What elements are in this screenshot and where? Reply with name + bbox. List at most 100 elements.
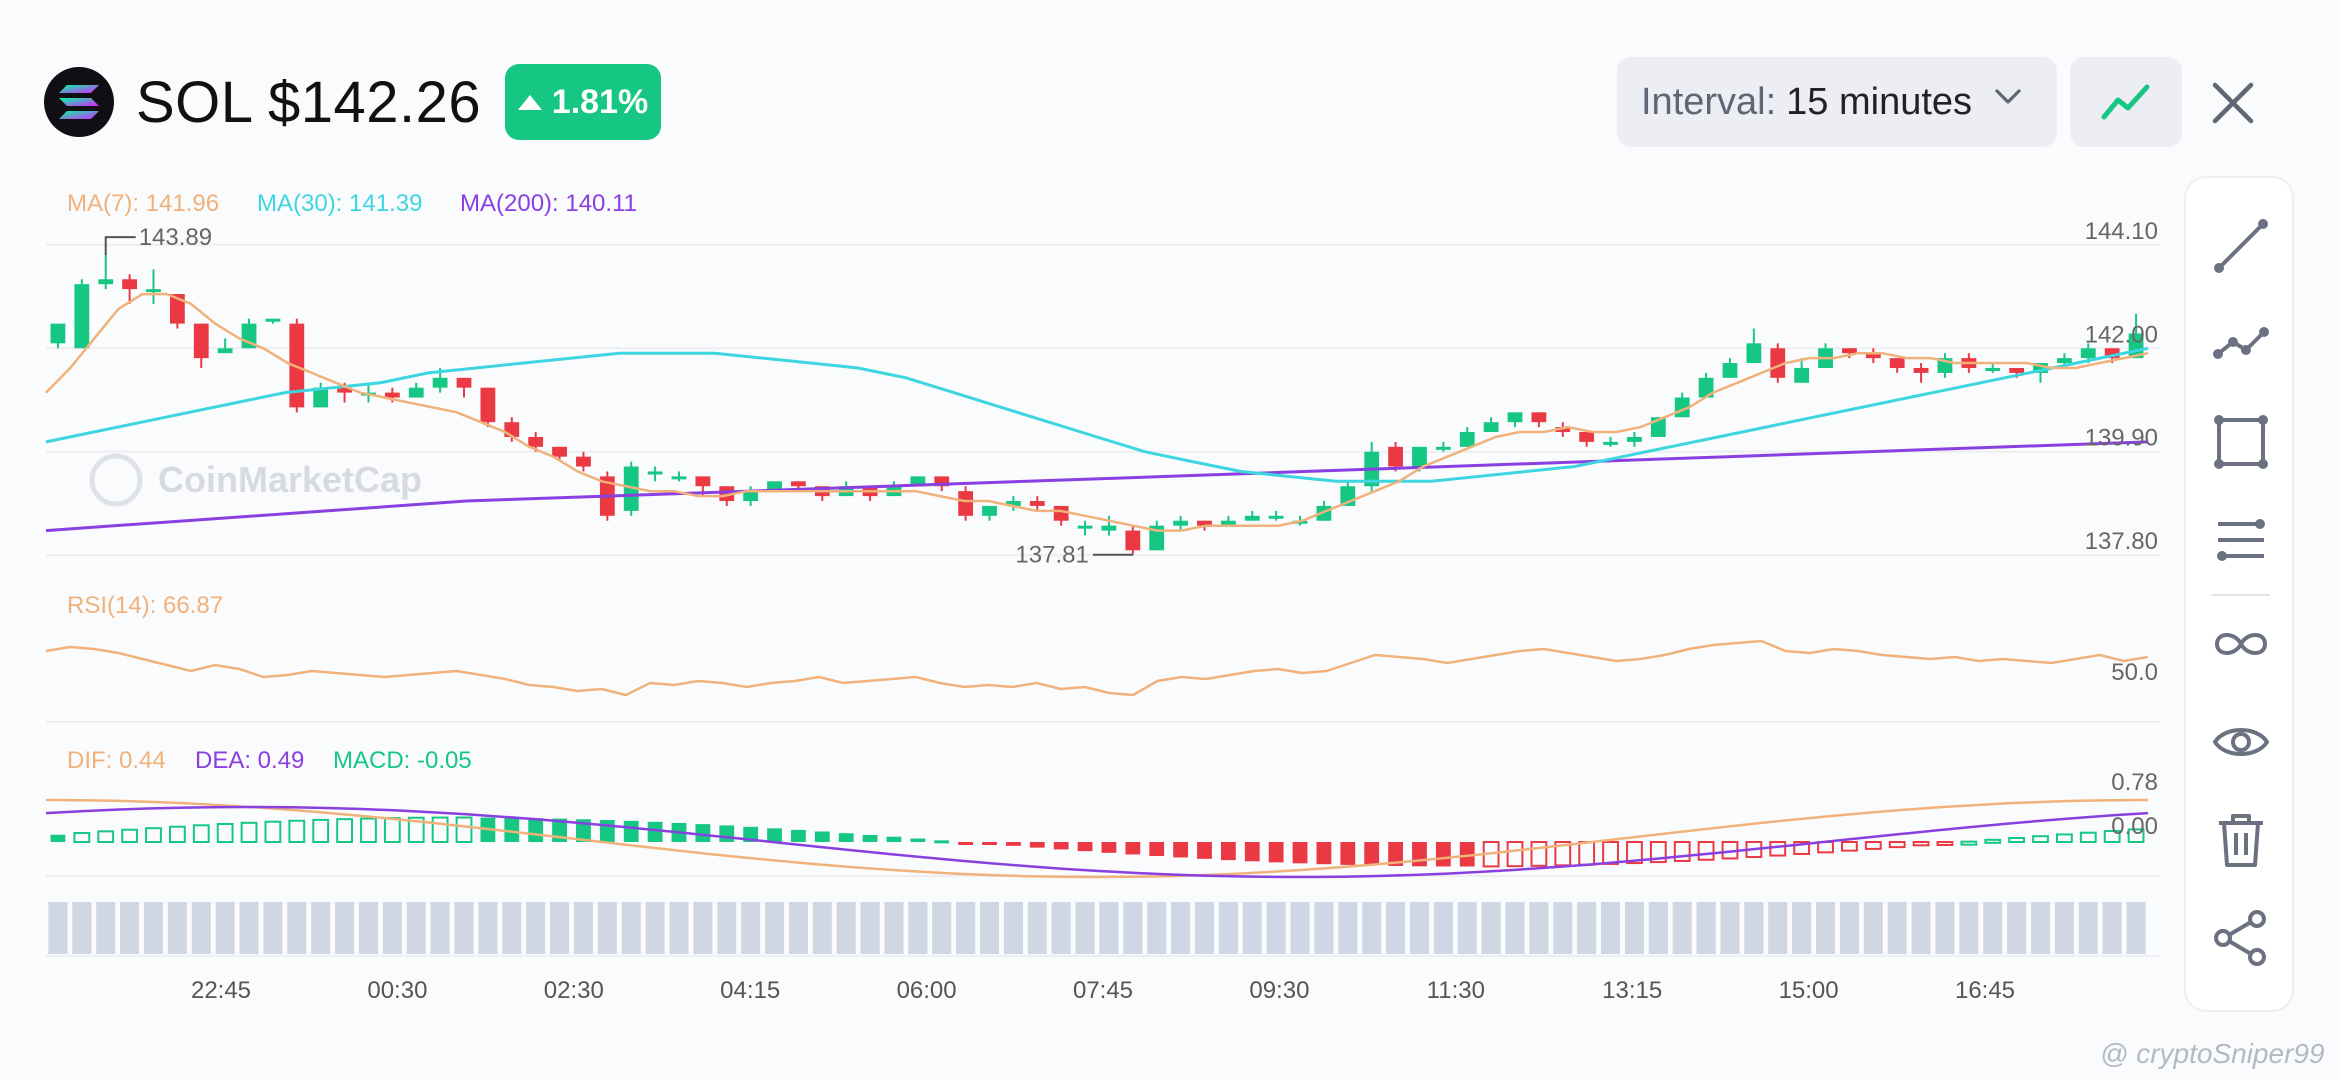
candle-body <box>456 377 472 388</box>
chart-area[interactable]: CoinMarketCap 143.89 137.81 144.10 142.00 139… <box>0 170 2180 1030</box>
volume-bar <box>143 902 164 954</box>
candle-body <box>1722 363 1738 378</box>
volume-bar <box>1194 902 1215 954</box>
parallel-lines-button[interactable] <box>2203 502 2279 578</box>
delete-drawings-button[interactable] <box>2203 802 2279 878</box>
volume-bar <box>812 902 832 954</box>
candle-body <box>1197 520 1212 526</box>
macd-histogram-bar <box>1888 841 1906 849</box>
volume-bar <box>96 902 116 954</box>
visibility-toggle-button[interactable] <box>2203 704 2279 780</box>
ma200-legend: MA(200): 140.11 <box>460 190 637 217</box>
candle-body <box>146 289 161 293</box>
toolbar-divider <box>2212 594 2270 596</box>
macd-axis-label: 0.00 <box>2111 813 2158 840</box>
solana-logo-icon <box>44 67 114 137</box>
time-axis-label: 09:30 <box>1249 977 1309 1004</box>
macd-histogram-bar <box>862 834 878 842</box>
candle-body <box>432 377 448 388</box>
candle-body <box>1053 505 1069 521</box>
volume-bar <box>72 902 92 954</box>
macd-histogram-bar <box>814 831 830 842</box>
candle-body <box>1913 367 1929 373</box>
candle-body <box>1531 412 1547 423</box>
macd-histogram-bar <box>1459 842 1475 867</box>
share-button[interactable] <box>2203 900 2279 976</box>
macd-histogram-bar <box>2079 831 2097 844</box>
interval-dropdown[interactable]: Interval: 15 minutes <box>1617 57 2057 147</box>
macd-histogram-bar <box>312 818 330 843</box>
volume-bar <box>263 902 283 954</box>
volume-bar <box>2054 902 2074 954</box>
rectangle-button[interactable] <box>2203 404 2279 480</box>
volume-bar <box>1577 902 1597 954</box>
candle-body <box>1627 436 1642 442</box>
macd-histogram-bar <box>647 821 663 842</box>
close-icon <box>2212 82 2254 124</box>
candle-body <box>313 387 329 408</box>
candle-body <box>1603 441 1618 445</box>
time-axis-label: 02:30 <box>544 977 604 1004</box>
volume-bar <box>932 902 952 954</box>
price-change-value: 1.81% <box>551 82 649 121</box>
volume-bar <box>48 902 68 954</box>
candle-body <box>1483 422 1499 433</box>
candle-body <box>193 323 209 359</box>
macd-histogram-bar <box>576 819 591 842</box>
macd-histogram-bar <box>1841 841 1858 852</box>
macd-histogram-bar <box>1412 842 1427 867</box>
candle-body <box>1459 432 1475 447</box>
macd-legend: MACD: -0.05 <box>333 747 472 774</box>
candle-body <box>719 486 735 502</box>
candle-body <box>337 387 352 393</box>
macd-histogram-bar <box>1364 842 1380 866</box>
candle-body <box>1746 343 1762 364</box>
volume-bar <box>1696 902 1716 954</box>
trash-icon <box>2219 814 2263 867</box>
trend-line-button[interactable] <box>2203 208 2279 284</box>
macd-histogram-bar <box>1077 842 1093 852</box>
volume-bar <box>1147 902 1167 954</box>
macd-histogram-bar <box>383 817 401 843</box>
volume-bar <box>979 902 1000 954</box>
header: SOL $142.26 1.81% Interval: 15 minutes <box>0 0 2340 170</box>
time-axis-label: 16:45 <box>1955 977 2015 1004</box>
macd-histogram-bar <box>1220 842 1236 861</box>
volume-bar <box>454 902 474 954</box>
macd-histogram-bar <box>1101 842 1117 853</box>
macd-histogram-bar <box>1029 842 1045 848</box>
candle-body <box>2056 358 2072 364</box>
chart-type-button[interactable] <box>2070 57 2182 147</box>
polyline-button[interactable] <box>2203 306 2279 382</box>
volume-bar <box>884 902 904 954</box>
candle-body <box>1555 427 1571 433</box>
interval-value: 15 minutes <box>1786 80 1973 123</box>
candle-body <box>576 456 591 467</box>
macd-histogram-bar <box>1530 841 1548 867</box>
candle-body <box>408 387 424 398</box>
candle-body <box>1794 367 1810 383</box>
time-axis-label: 15:00 <box>1779 977 1839 1004</box>
macd-histogram-bar <box>121 828 139 844</box>
candle-body <box>1029 501 1045 506</box>
macd-histogram-bar <box>1268 842 1284 863</box>
volume-bar <box>478 902 498 954</box>
ma200-line <box>45 440 2149 533</box>
candle-body <box>1865 353 1881 359</box>
price-chart[interactable]: CoinMarketCap 143.89 137.81 144.10 142.00 139… <box>0 170 2180 1030</box>
macd-histogram-bar <box>1292 842 1308 864</box>
macd-histogram-bar <box>336 818 353 844</box>
volume-bar <box>764 902 785 954</box>
volume-bar <box>573 902 593 954</box>
volume-bar <box>311 902 331 954</box>
macd-histogram-bar <box>1936 841 1954 846</box>
candle-body <box>1268 515 1284 519</box>
volume-bar <box>621 902 641 954</box>
close-button[interactable] <box>2200 70 2266 136</box>
volume-bar <box>550 902 570 954</box>
magnet-link-button[interactable] <box>2203 606 2279 682</box>
time-axis-label: 00:30 <box>367 977 427 1004</box>
candle-body <box>74 284 90 349</box>
volume-bar <box>741 902 761 954</box>
candle-body <box>958 491 974 516</box>
